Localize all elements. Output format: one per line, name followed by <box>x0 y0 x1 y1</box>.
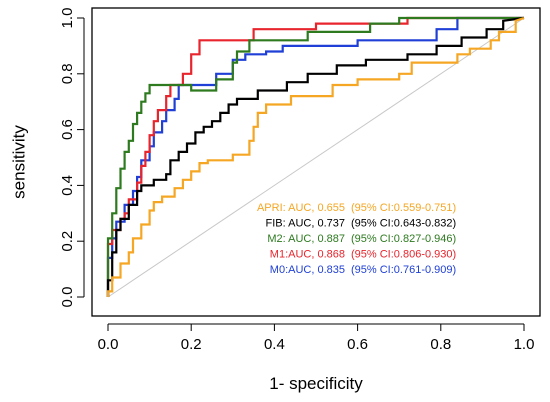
legend-ci-1: (95% CI:0.643-0.832) <box>351 218 456 230</box>
roc-curve-1 <box>106 16 525 297</box>
x-tick-label: 0.2 <box>181 336 202 353</box>
legend-label-3: M1:AUC, 0.868 <box>270 249 345 261</box>
y-tick-label: 0.0 <box>59 287 76 308</box>
x-tick-label: 1.0 <box>514 336 535 353</box>
x-axis-label: 1- specificity <box>269 374 363 393</box>
legend-ci-2: (95% CI:0.827-0.946) <box>351 233 456 245</box>
roc-curve-2 <box>106 16 524 297</box>
reference-diagonal <box>107 17 525 298</box>
legend-label-0: APRI: AUC, 0.655 <box>257 202 345 214</box>
legend-ci-3: (95% CI:0.806-0.930) <box>351 249 456 261</box>
y-tick-label: 0.4 <box>59 175 76 196</box>
y-tick-label: 1.0 <box>59 8 76 29</box>
y-tick-label: 0.8 <box>59 63 76 84</box>
x-tick-label: 0.8 <box>430 336 451 353</box>
y-tick-label: 0.6 <box>59 119 76 140</box>
x-tick-label: 0.0 <box>98 336 119 353</box>
plot-frame <box>91 7 541 317</box>
legend-ci-4: (95% CI:0.761-0.909) <box>351 264 456 276</box>
legend-label-4: M0:AUC, 0.835 <box>270 264 345 276</box>
x-tick-label: 0.6 <box>347 336 368 353</box>
legend-label-1: FIB: AUC, 0.737 <box>266 218 345 230</box>
roc-curve-3 <box>106 16 524 297</box>
y-tick-label: 0.2 <box>59 231 76 252</box>
legend-label-2: M2: AUC, 0.887 <box>267 233 345 245</box>
x-tick-label: 0.4 <box>264 336 285 353</box>
roc-curve-0 <box>106 16 525 297</box>
legend-ci-0: (95% CI:0.559-0.751) <box>351 202 456 214</box>
y-axis-label: sensitivity <box>9 125 28 199</box>
